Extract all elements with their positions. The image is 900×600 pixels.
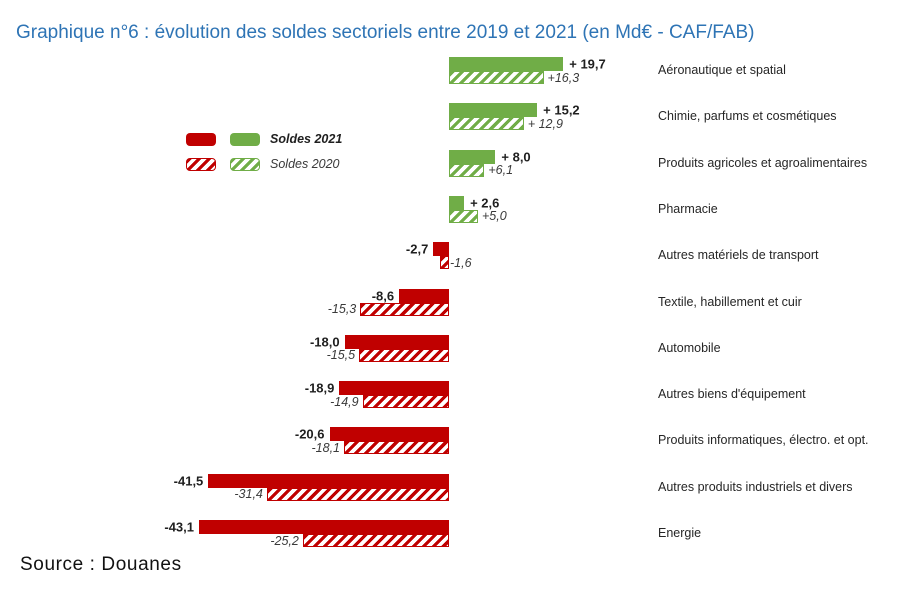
chart-title: Graphique n°6 : évolution des soldes sec… xyxy=(16,22,755,43)
value-label-2020: -25,2 xyxy=(270,533,299,548)
legend-swatch-2021-green xyxy=(230,132,260,146)
bar-2021 xyxy=(199,520,449,534)
value-label-2021: -18,0 xyxy=(309,334,340,350)
category-label: Chimie, parfums et cosmétiques xyxy=(658,109,837,124)
bar-2021 xyxy=(208,473,449,488)
category-label: Energie xyxy=(658,525,702,540)
value-label-2020: -1,6 xyxy=(450,255,472,270)
value-label-2020: -31,4 xyxy=(234,486,263,501)
value-label-2021: + 19,7 xyxy=(569,56,606,72)
bar-2021 xyxy=(339,381,449,396)
bar-2021 xyxy=(449,195,465,210)
bar-2021 xyxy=(449,149,496,164)
value-label-2021: -18,9 xyxy=(304,380,335,396)
bar-2020 xyxy=(449,71,544,84)
bar-2021 xyxy=(399,288,449,303)
value-label-2021: + 15,2 xyxy=(543,102,580,118)
category-label: Autres produits industriels et divers xyxy=(658,479,853,494)
source-caption: Source : Douanes xyxy=(20,554,182,575)
category-label: Automobile xyxy=(658,340,721,355)
bar-2020 xyxy=(449,163,485,177)
category-label: Produits agricoles et agroalimentaires xyxy=(658,155,868,170)
bar-2021 xyxy=(329,427,449,442)
bar-2021 xyxy=(344,334,449,349)
value-label-2020: +6,1 xyxy=(488,162,514,177)
bar-2021 xyxy=(449,57,564,71)
value-label-2020: -18,1 xyxy=(311,440,341,455)
legend-label-2020: Soldes 2020 xyxy=(270,157,340,171)
bar-2020 xyxy=(344,441,449,455)
legend-swatch-2020-red xyxy=(186,157,216,171)
value-label-2021: -2,7 xyxy=(405,241,429,257)
category-label: Produits informatiques, électro. et opt. xyxy=(658,433,869,448)
category-label: Autres biens d'équipement xyxy=(658,386,806,401)
bar-2021 xyxy=(433,242,449,257)
legend: Soldes 2021 Soldes 2020 xyxy=(186,131,342,181)
legend-row-2020: Soldes 2020 xyxy=(186,156,342,172)
value-label-2021: + 8,0 xyxy=(501,149,531,165)
bar-2020 xyxy=(449,117,524,131)
bar-2020 xyxy=(362,395,449,409)
value-label-2020: -15,5 xyxy=(326,348,356,363)
value-label-2021: -20,6 xyxy=(294,426,325,442)
value-label-2020: +16,3 xyxy=(547,70,580,85)
category-label: Textile, habillement et cuir xyxy=(658,294,802,309)
legend-row-2021: Soldes 2021 xyxy=(186,131,342,147)
value-label-2020: -15,3 xyxy=(327,301,357,316)
value-label-2020: + 12,9 xyxy=(527,116,563,131)
value-label-2020: -14,9 xyxy=(330,394,359,409)
category-label: Aéronautique et spatial xyxy=(658,62,786,77)
bar-2020 xyxy=(266,487,449,501)
legend-swatch-2021-red xyxy=(186,132,216,146)
bar-2020 xyxy=(439,256,449,270)
legend-swatch-2020-green xyxy=(230,157,260,171)
value-label-2021: -43,1 xyxy=(164,519,195,535)
bar-2020 xyxy=(302,534,449,547)
bar-2021 xyxy=(449,103,538,118)
value-label-2021: -41,5 xyxy=(173,473,204,489)
category-label: Autres matériels de transport xyxy=(658,247,819,262)
category-label: Pharmacie xyxy=(658,201,718,216)
bar-2020 xyxy=(449,209,478,223)
bar-2020 xyxy=(360,302,449,316)
value-label-2020: +5,0 xyxy=(482,209,507,224)
value-label-2021: + 2,6 xyxy=(470,195,500,211)
value-label-2021: -8,6 xyxy=(371,288,395,303)
bar-2020 xyxy=(359,348,449,362)
legend-label-2021: Soldes 2021 xyxy=(270,132,343,146)
